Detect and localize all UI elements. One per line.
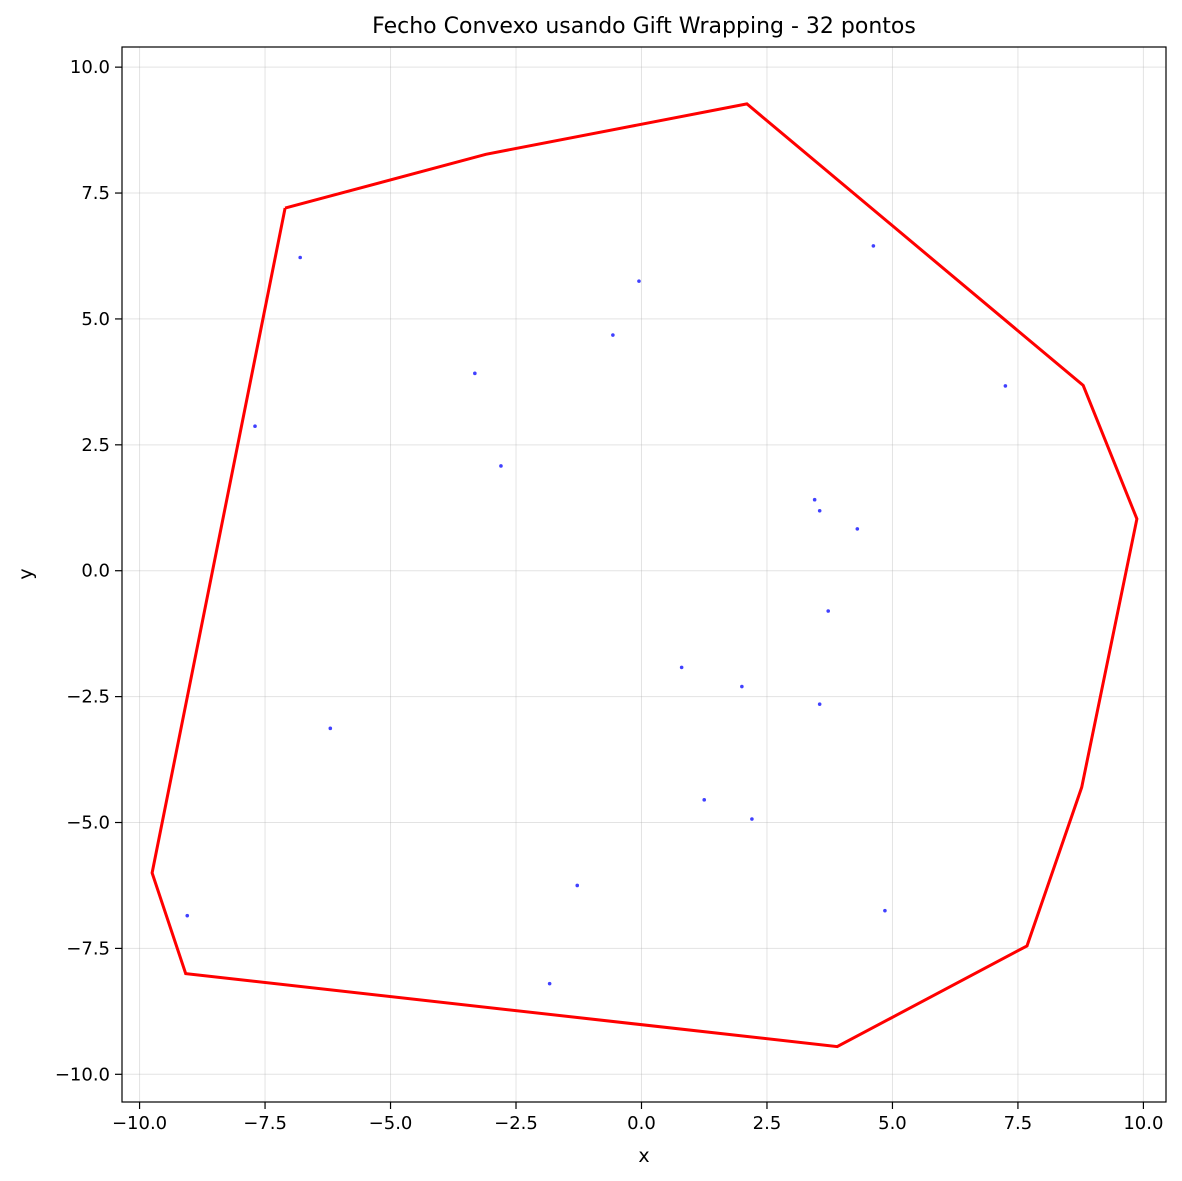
data-point (185, 913, 190, 918)
data-point (611, 333, 615, 337)
data-point (473, 371, 477, 376)
x-tick-label: −5.0 (369, 1113, 413, 1134)
data-point (298, 255, 302, 260)
y-tick-label: 5.0 (81, 309, 110, 330)
x-tick-label: 2.5 (753, 1113, 782, 1134)
y-tick-label: 0.0 (81, 561, 110, 582)
x-tick-label: −2.5 (494, 1113, 538, 1134)
x-tick-label: 10.0 (1123, 1113, 1163, 1134)
data-point (679, 665, 684, 670)
data-point (740, 684, 744, 689)
data-point (1003, 384, 1008, 388)
y-tick-label: 7.5 (81, 183, 110, 204)
x-tick-label: −7.5 (243, 1113, 287, 1134)
x-axis-ticks: −10.0 −7.5 −5.0 −2.5 0.0 2.5 5.0 7.5 10.0 (112, 1102, 1163, 1134)
x-tick-label: 5.0 (878, 1113, 907, 1134)
data-point (817, 702, 822, 706)
y-tick-label: −5.0 (66, 813, 110, 834)
data-point (499, 464, 503, 468)
x-axis-label: x (638, 1145, 649, 1167)
data-point (702, 798, 707, 802)
y-tick-label: −10.0 (55, 1064, 110, 1085)
y-tick-label: 2.5 (81, 435, 110, 456)
data-point (637, 279, 641, 283)
plot-area-background (122, 47, 1166, 1102)
hull-layer (150, 102, 1139, 1049)
data-point (883, 908, 887, 913)
data-point (855, 527, 860, 531)
grid-lines (122, 47, 1166, 1102)
data-point (328, 726, 333, 731)
data-point (826, 609, 831, 613)
y-tick-label: 10.0 (70, 57, 110, 78)
data-point (253, 424, 257, 428)
data-point (547, 981, 552, 986)
plot-frame (121, 46, 1167, 1103)
x-tick-label: 0.0 (627, 1113, 656, 1134)
data-point (575, 883, 580, 888)
x-tick-label: −10.0 (112, 1113, 167, 1134)
data-point (812, 497, 817, 502)
x-tick-label: 7.5 (1004, 1113, 1033, 1134)
points-layer (185, 244, 1008, 986)
data-point (750, 817, 754, 821)
y-axis-label: y (15, 568, 37, 579)
convex-hull-line (150, 102, 1139, 1049)
y-axis-ticks: −10.0 −7.5 −5.0 −2.5 0.0 2.5 5.0 7.5 10.0 (55, 57, 122, 1085)
y-tick-label: −2.5 (66, 687, 110, 708)
y-tick-label: −7.5 (66, 938, 110, 959)
chart-title: Fecho Convexo usando Gift Wrapping - 32 … (372, 14, 916, 39)
data-point (817, 508, 822, 513)
data-point (871, 244, 876, 248)
